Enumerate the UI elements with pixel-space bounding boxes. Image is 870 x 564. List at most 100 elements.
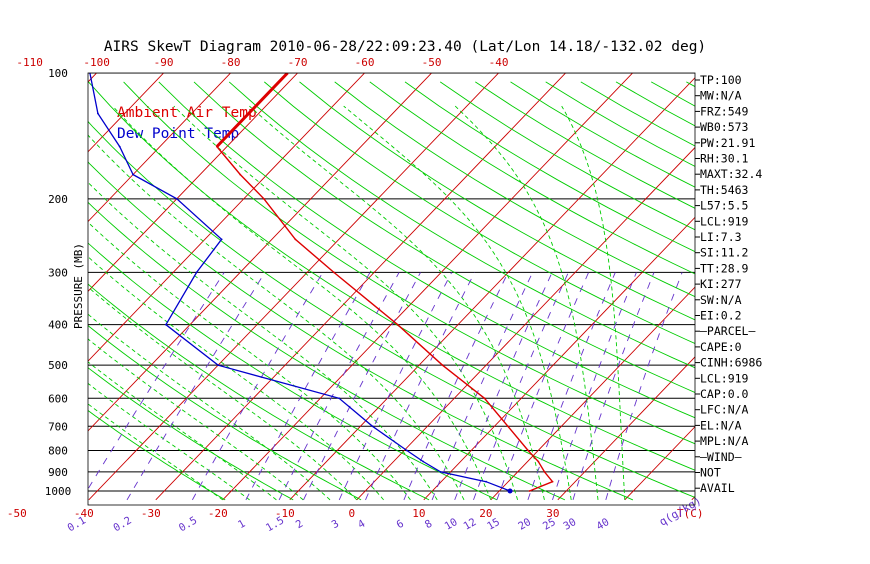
mixing-ratio-tick-label: 12 bbox=[462, 516, 479, 533]
pressure-tick-label: 900 bbox=[48, 466, 68, 479]
bottom-temp-tick-label: -20 bbox=[208, 507, 228, 520]
mixing-ratio-line bbox=[366, 272, 475, 500]
ambient-temp-profile-point bbox=[527, 450, 529, 452]
pressure-tick-label: 1000 bbox=[45, 485, 72, 498]
dewpoint-profile-point bbox=[217, 364, 219, 366]
index-label: FRZ:549 bbox=[700, 104, 749, 118]
index-label: CAP:0.0 bbox=[700, 387, 749, 401]
mixing-ratio-tick-label: 4 bbox=[356, 518, 367, 532]
ambient-temp-profile-point bbox=[537, 461, 539, 463]
ambient-temp-profile-point bbox=[333, 272, 335, 274]
moist-adiabat-line bbox=[0, 106, 330, 500]
mixing-ratio-tick-label: 40 bbox=[594, 516, 611, 533]
top-temp-tick-label: -100 bbox=[83, 56, 110, 69]
mixing-ratio-tick-label: 3 bbox=[330, 518, 341, 532]
pressure-tick-label: 500 bbox=[48, 359, 68, 372]
mixing-ratio-line bbox=[127, 272, 265, 500]
dry-adiabat-line bbox=[440, 82, 870, 500]
ambient-temp-profile-point bbox=[397, 324, 399, 326]
moist-adiabat-line bbox=[562, 106, 625, 500]
index-label: PW:21.91 bbox=[700, 136, 755, 150]
top-temp-tick-label: -40 bbox=[489, 56, 509, 69]
dry-adiabat-line bbox=[651, 82, 870, 500]
ambient-temp-profile-point bbox=[552, 481, 554, 483]
mixing-ratio-tick-label: 20 bbox=[516, 516, 533, 533]
index-label: SI:11.2 bbox=[700, 246, 748, 260]
dry-adiabat-line bbox=[0, 82, 361, 500]
index-label: TP:100 bbox=[700, 73, 742, 87]
mixing-ratio-tick-label: 0.2 bbox=[111, 514, 133, 534]
index-label: CAPE:0 bbox=[700, 340, 742, 354]
index-label: —WIND— bbox=[700, 450, 742, 464]
moist-adiabat-line bbox=[249, 106, 544, 500]
mixing-ratio-line bbox=[339, 272, 452, 500]
mixing-ratio-line bbox=[192, 272, 322, 500]
mixing-ratio-tick-label: 10 bbox=[443, 516, 460, 533]
index-label: SW:N/A bbox=[700, 293, 742, 307]
dewpoint-profile-point bbox=[406, 450, 408, 452]
index-label: LFC:N/A bbox=[700, 403, 749, 417]
dewpoint-profile-point bbox=[196, 272, 198, 274]
isotherm-line bbox=[0, 64, 106, 500]
mixing-ratio-tick-label: 30 bbox=[561, 516, 578, 533]
top-temp-tick-label: -90 bbox=[154, 56, 174, 69]
top-temp-tick-label: -60 bbox=[355, 56, 375, 69]
dewpoint-profile-point bbox=[422, 461, 424, 463]
bottom-temp-tick-label: 10 bbox=[412, 507, 425, 520]
mixing-ratio-line bbox=[474, 272, 569, 500]
dry-adiabat-line bbox=[370, 82, 870, 500]
dewpoint-profile-point bbox=[485, 481, 487, 483]
mixing-ratio-tick-label: 2 bbox=[294, 518, 305, 532]
top-temp-tick-label: -50 bbox=[422, 56, 442, 69]
top-temp-tick-label: -110 bbox=[16, 56, 43, 69]
ambient-temp-profile-point bbox=[263, 198, 265, 200]
ambient-temp-profile-point bbox=[529, 490, 531, 492]
dry-adiabat-line bbox=[229, 82, 870, 500]
mixing-ratio-tick-label: 6 bbox=[394, 518, 405, 532]
bottom-temp-tick-label: -50 bbox=[7, 507, 27, 520]
bottom-temp-tick-label: -30 bbox=[141, 507, 161, 520]
dry-adiabat-line bbox=[757, 82, 870, 500]
isotherm-line bbox=[491, 64, 870, 500]
pressure-tick-label: 800 bbox=[48, 444, 68, 457]
index-label: EL:N/A bbox=[700, 418, 742, 432]
dewpoint-profile-point bbox=[119, 146, 121, 148]
index-label: WB0:573 bbox=[700, 120, 749, 134]
index-label: L57:5.5 bbox=[700, 199, 748, 213]
ambient-temp-profile-point bbox=[294, 238, 296, 240]
index-label: LCL:919 bbox=[700, 371, 749, 385]
index-label: EI:0.2 bbox=[700, 309, 742, 323]
pressure-tick-label: 400 bbox=[48, 319, 68, 332]
dewpoint-profile-point bbox=[165, 324, 167, 326]
index-label: NOT bbox=[700, 466, 721, 480]
dewpoint-profile-point bbox=[221, 238, 223, 240]
index-label: AVAIL bbox=[700, 481, 735, 495]
moist-adiabat-line bbox=[113, 106, 491, 500]
pressure-tick-label: 700 bbox=[48, 420, 68, 433]
index-label: TT:28.9 bbox=[700, 261, 749, 275]
bottom-temp-tick-label: 20 bbox=[479, 507, 492, 520]
mixing-ratio-tick-label: 8 bbox=[423, 518, 434, 532]
index-label: MPL:N/A bbox=[700, 434, 749, 448]
dry-adiabat-line bbox=[0, 82, 225, 500]
ambient-temp-profile-point bbox=[484, 397, 486, 399]
index-label: KI:277 bbox=[700, 277, 742, 291]
isotherm-line bbox=[0, 64, 39, 500]
dewpoint-surface-marker bbox=[508, 489, 513, 494]
dewpoint-profile-point bbox=[338, 397, 340, 399]
dewpoint-profile-point bbox=[176, 198, 178, 200]
isotherm-line bbox=[424, 64, 843, 500]
dewpoint-profile-point bbox=[440, 471, 442, 473]
dry-adiabat-line bbox=[475, 82, 870, 500]
bottom-temp-tick-label: 0 bbox=[349, 507, 356, 520]
moist-adiabat-line bbox=[0, 106, 410, 500]
dewpoint-profile-point bbox=[372, 425, 374, 427]
dewpoint-profile-point bbox=[97, 113, 99, 115]
mixing-ratio-tick-label: 0.5 bbox=[177, 514, 199, 534]
pressure-tick-label: 100 bbox=[48, 67, 68, 80]
dry-adiabat-line bbox=[405, 82, 870, 500]
moist-adiabat-line bbox=[63, 106, 465, 500]
index-label: TH:5463 bbox=[700, 183, 749, 197]
chart-title: AIRS SkewT Diagram 2010-06-28/22:09:23.4… bbox=[104, 39, 706, 55]
index-label: —PARCEL— bbox=[700, 324, 755, 338]
